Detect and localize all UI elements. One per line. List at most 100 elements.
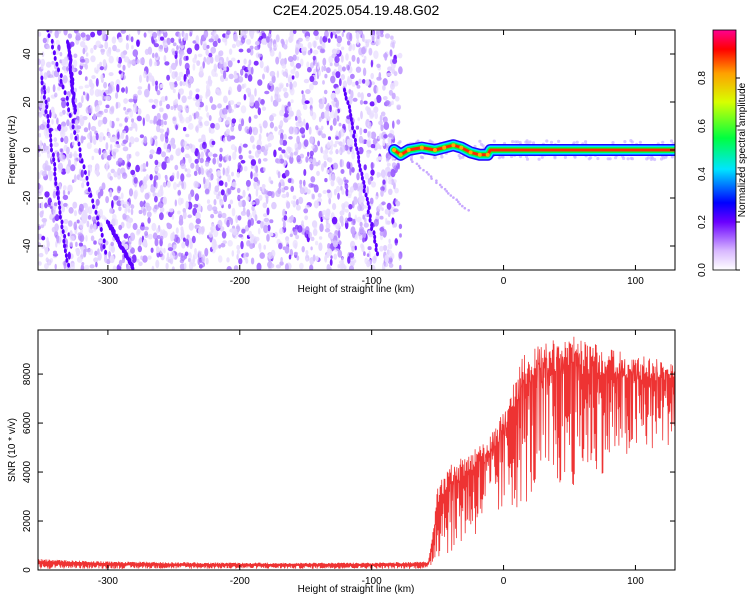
spectrogram-cell	[347, 190, 353, 196]
spectrogram-streak	[73, 109, 77, 115]
spectrogram-cell	[258, 32, 262, 37]
spectrogram-cell	[180, 163, 186, 170]
spectrogram-cell	[52, 190, 57, 199]
spectrogram-cell	[113, 171, 118, 178]
spectrogram-cell	[396, 162, 400, 169]
spectrogram-cell	[175, 124, 179, 131]
spectrogram-streak	[46, 30, 50, 33]
spectrogram-cell	[44, 202, 48, 209]
spectrogram-cell	[170, 175, 175, 180]
spectrogram-cell	[285, 238, 290, 245]
spectrogram-cell	[228, 155, 232, 162]
spectrogram-cell	[305, 156, 309, 163]
colorbar-ticks: 0.00.20.40.60.8	[697, 71, 740, 277]
spectrogram-cell	[133, 189, 139, 198]
spectrogram-cell	[53, 142, 59, 148]
spectrogram-cell	[384, 52, 388, 61]
spectrogram-cell	[144, 231, 149, 236]
spectrogram-cell	[189, 241, 193, 250]
spectrogram-cell	[335, 148, 339, 155]
spectrogram-cell	[367, 121, 372, 128]
spectrogram-cell	[90, 235, 95, 242]
spectrogram-cell	[253, 176, 259, 182]
spectrogram-cell	[280, 256, 283, 263]
spectrogram-cell	[307, 41, 312, 49]
spectrogram-cell	[199, 66, 204, 75]
spectrogram-cell	[297, 37, 303, 43]
spectrogram-cell	[59, 148, 63, 153]
spectrogram-cell	[309, 150, 314, 156]
spectrogram-cell	[296, 135, 300, 145]
spectrogram-cell	[121, 172, 128, 179]
spectrogram-cell	[241, 228, 246, 234]
spectrogram-streak	[73, 130, 77, 136]
spectrogram-cell	[178, 57, 182, 67]
spectrogram-cell	[217, 255, 223, 263]
spectrogram-cell	[153, 175, 159, 181]
spectrogram-cell	[309, 136, 314, 144]
spectrogram-cell	[267, 135, 271, 142]
spectrogram-cell	[312, 58, 316, 66]
spectrogram-cell	[208, 115, 212, 121]
spectrogram-streak	[51, 152, 55, 158]
spectrogram-cell	[230, 218, 234, 226]
spectrogram-cell	[55, 39, 60, 46]
spectrogram-cell	[301, 90, 304, 95]
spectrogram-cell	[225, 128, 231, 135]
spectrogram-cell	[337, 229, 341, 239]
signal-halo-cell	[531, 141, 536, 145]
spectrogram-cell	[73, 174, 77, 183]
spectrogram-cell	[331, 71, 336, 76]
spectrogram-cell	[117, 131, 120, 140]
signal-halo-cell	[584, 140, 588, 144]
spectrogram-cell	[206, 56, 211, 65]
spectrogram-streak	[352, 133, 356, 139]
spectrogram-cell	[387, 66, 393, 71]
spectrogram-cell	[165, 148, 170, 153]
spectrogram-cell	[86, 142, 92, 150]
spectrogram-cell	[388, 180, 393, 185]
spectrogram-cell	[335, 136, 340, 140]
spectrogram-cell	[219, 147, 223, 153]
spectrogram-cell	[221, 231, 227, 239]
spectrogram-cell	[312, 193, 315, 200]
spectrogram-cell	[120, 192, 124, 200]
spectrogram-streak	[60, 224, 64, 230]
spectrogram-streak	[362, 188, 366, 194]
spectrogram-cell	[336, 42, 341, 48]
spectrogram-cell	[137, 245, 142, 253]
spectrogram-cell	[214, 185, 220, 193]
spectrogram-cell	[89, 264, 95, 269]
spectrogram-cell	[84, 264, 90, 270]
spectrogram-cell	[363, 205, 367, 209]
spectrogram-cell	[278, 242, 283, 250]
spectrogram-cell	[294, 243, 298, 250]
spectrogram-cell	[288, 136, 293, 140]
spectrogram-cell	[67, 184, 73, 193]
spectrogram-cell	[266, 65, 270, 74]
spectrogram-cell	[390, 35, 394, 40]
spectrogram-cell	[130, 247, 135, 254]
spectrogram-cell	[191, 235, 196, 244]
spectrogram-cell	[201, 134, 206, 139]
spectrogram-cell	[384, 254, 389, 263]
spectrogram-cell	[76, 103, 79, 112]
spectrogram-cell	[236, 249, 241, 255]
spectrogram-cell	[165, 262, 169, 270]
spectrogram-cell	[156, 246, 160, 254]
spectrogram-cell	[125, 134, 129, 142]
spectrogram-cell	[268, 252, 274, 260]
spectrogram-cell	[339, 158, 343, 168]
spectrogram-cell	[291, 34, 294, 42]
spectrogram-cell	[303, 179, 306, 187]
spectrogram-cell	[90, 31, 96, 38]
spectrogram-cell	[393, 208, 399, 213]
spectrogram-cell	[160, 83, 164, 89]
spectrogram-cell	[38, 171, 41, 180]
spectrogram-cell	[298, 196, 304, 205]
spectrogram-cell	[370, 131, 377, 140]
signal-tail-cell	[443, 187, 447, 191]
spectrogram-cell	[335, 30, 341, 34]
spectrogram-cell	[206, 83, 210, 93]
